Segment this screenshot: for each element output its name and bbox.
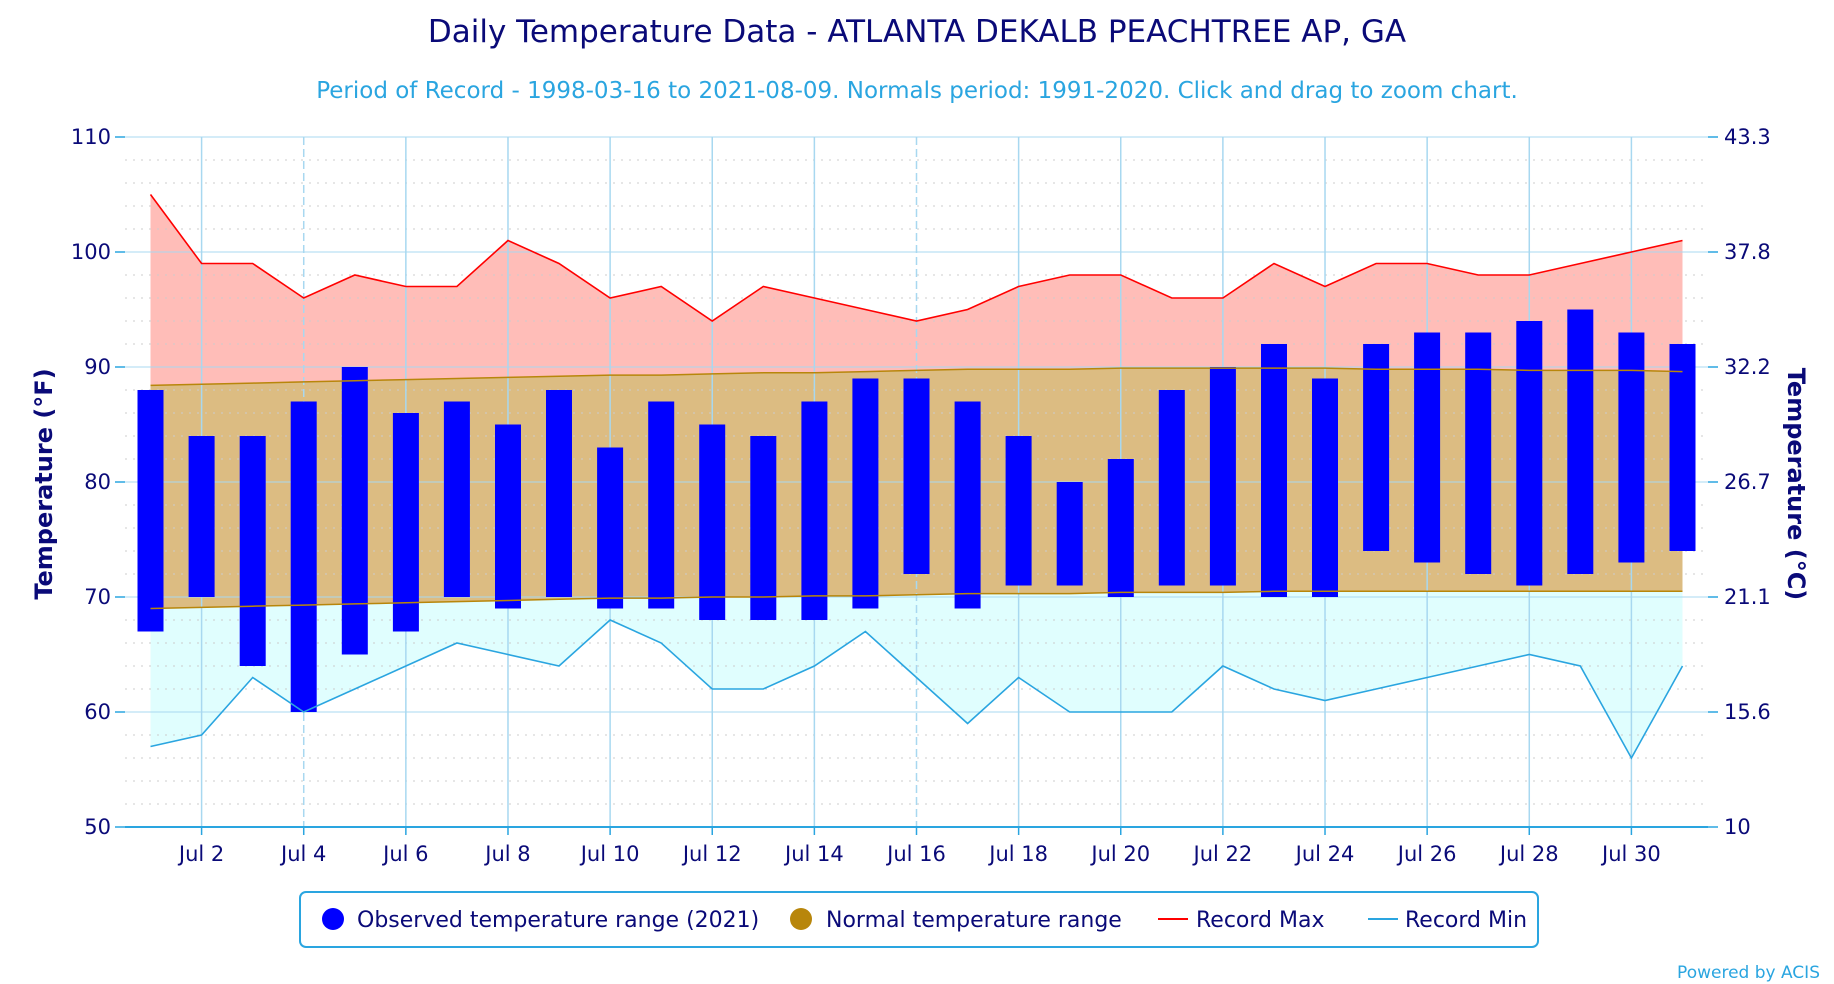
left-tick-label: 90 (84, 355, 111, 379)
normal-high-line (150, 367, 1683, 387)
x-tick-label: Jul 28 (1498, 842, 1559, 866)
observed-bars-layer (137, 309, 1696, 712)
x-tick-label: Jul 30 (1600, 842, 1661, 866)
x-tick-label: Jul 6 (381, 842, 428, 866)
observed-bar (1567, 309, 1594, 574)
powered-by-credit[interactable]: Powered by ACIS (1677, 963, 1820, 983)
observed-bar (1056, 482, 1083, 586)
observed-bar (239, 436, 266, 666)
x-tick-label: Jul 10 (579, 842, 640, 866)
observed-bar (443, 401, 470, 597)
right-axis-title: Temperature (°C) (1782, 368, 1810, 601)
observed-bar (750, 436, 777, 620)
left-tick-label: 110 (71, 125, 111, 149)
legend: Observed temperature range (2021) Normal… (299, 891, 1539, 948)
left-tick-label: 100 (71, 240, 111, 264)
right-tick-label: 15.6 (1724, 700, 1771, 724)
observed-bar (495, 424, 521, 609)
observed-bar (1107, 459, 1134, 597)
observed-bar (1414, 332, 1441, 563)
x-tick-label: Jul 26 (1396, 842, 1457, 866)
right-tick-label: 26.7 (1724, 470, 1771, 494)
left-tick-label: 60 (84, 700, 111, 724)
left-tick-label: 70 (84, 585, 111, 609)
legend-normal-icon[interactable] (790, 908, 812, 930)
observed-bar (1209, 367, 1236, 586)
chart-subtitle: Period of Record - 1998-03-16 to 2021-08… (316, 78, 1518, 104)
right-tick-label: 32.2 (1724, 355, 1771, 379)
observed-bar (1261, 344, 1287, 597)
record-max-line (149, 194, 1683, 322)
x-tick-label: Jul 24 (1294, 842, 1355, 866)
record-lines-layer (149, 194, 1684, 760)
record-min-area (150, 591, 1683, 758)
left-axis-title: Temperature (°F) (30, 368, 58, 599)
right-tick-label: 43.3 (1724, 125, 1771, 149)
observed-bar (546, 390, 572, 597)
legend-observed-icon[interactable] (322, 908, 344, 930)
axes-layer: 50 60 70 80 90 100 110 10 15.6 21.1 26.7 32.2 37.8 43… (71, 125, 1771, 866)
observed-bar (1312, 378, 1338, 597)
observed-bar (1516, 321, 1543, 586)
right-tick-label: 37.8 (1724, 240, 1771, 264)
observed-bar (954, 401, 981, 609)
x-tick-label: Jul 18 (987, 842, 1048, 866)
chart-title: Daily Temperature Data - ATLANTA DEKALB … (428, 14, 1406, 50)
left-tick-label: 80 (84, 470, 111, 494)
normal-low-line (150, 590, 1683, 610)
observed-bar (188, 436, 215, 597)
observed-bar (392, 413, 419, 632)
x-tick-label: Jul 2 (177, 842, 224, 866)
legend-record-max-label[interactable]: Record Max (1196, 908, 1325, 933)
observed-bar (290, 401, 317, 712)
record-min-line (150, 619, 1684, 760)
observed-bar (648, 401, 675, 609)
x-tick-label: Jul 22 (1192, 842, 1253, 866)
legend-observed-label[interactable]: Observed temperature range (2021) (357, 908, 759, 933)
x-tick-label: Jul 12 (681, 842, 742, 866)
record-max-area (150, 194, 1683, 386)
observed-bar (137, 390, 164, 632)
x-tick-label: Jul 8 (483, 842, 530, 866)
observed-bar (1618, 332, 1645, 563)
right-tick-label: 21.1 (1724, 585, 1771, 609)
legend-normal-label[interactable]: Normal temperature range (826, 908, 1122, 933)
x-tick-label: Jul 4 (279, 842, 326, 866)
observed-bar (1669, 344, 1696, 551)
observed-bar (1005, 436, 1032, 586)
observed-bar (699, 424, 726, 620)
legend-box (299, 891, 1539, 948)
observed-bar (801, 401, 828, 620)
right-tick-label: 10 (1724, 815, 1751, 839)
observed-bar (903, 378, 930, 574)
observed-bar (852, 378, 879, 609)
legend-record-min-label[interactable]: Record Min (1405, 908, 1527, 933)
x-tick-label: Jul 14 (783, 842, 844, 866)
observed-bar (341, 367, 368, 655)
x-tick-label: Jul 16 (885, 842, 946, 866)
observed-bar (1465, 332, 1492, 574)
observed-bar (597, 447, 624, 609)
x-tick-label: Jul 20 (1089, 842, 1150, 866)
left-tick-label: 50 (84, 815, 111, 839)
observed-bar (1363, 344, 1390, 551)
observed-bar (1158, 390, 1185, 586)
